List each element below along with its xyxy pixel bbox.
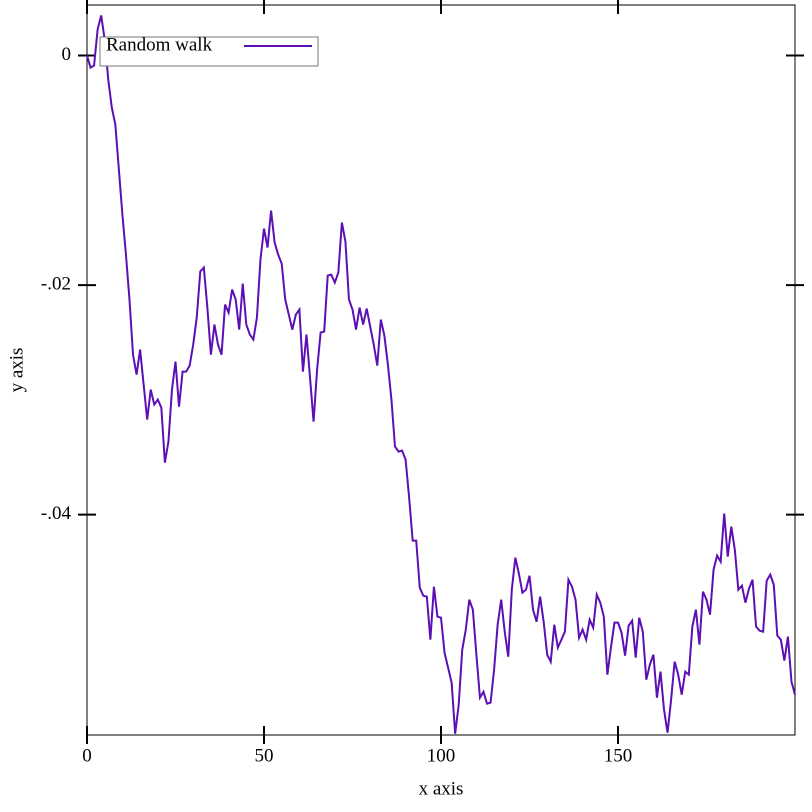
legend-label: Random walk [106, 34, 213, 55]
x-tick-label: 0 [82, 745, 92, 766]
line-series [86, 15, 796, 734]
y-tick-label: -.04 [41, 503, 72, 524]
y-tick-label: 0 [62, 44, 72, 65]
x-tick-label: 150 [604, 745, 633, 766]
y-axis-label: y axis [6, 348, 27, 393]
y-tick-label: -.02 [41, 273, 71, 294]
x-axis-label: x axis [419, 778, 464, 799]
x-tick-label: 50 [255, 745, 274, 766]
x-tick-label: 100 [427, 745, 456, 766]
legend-box [99, 36, 319, 67]
